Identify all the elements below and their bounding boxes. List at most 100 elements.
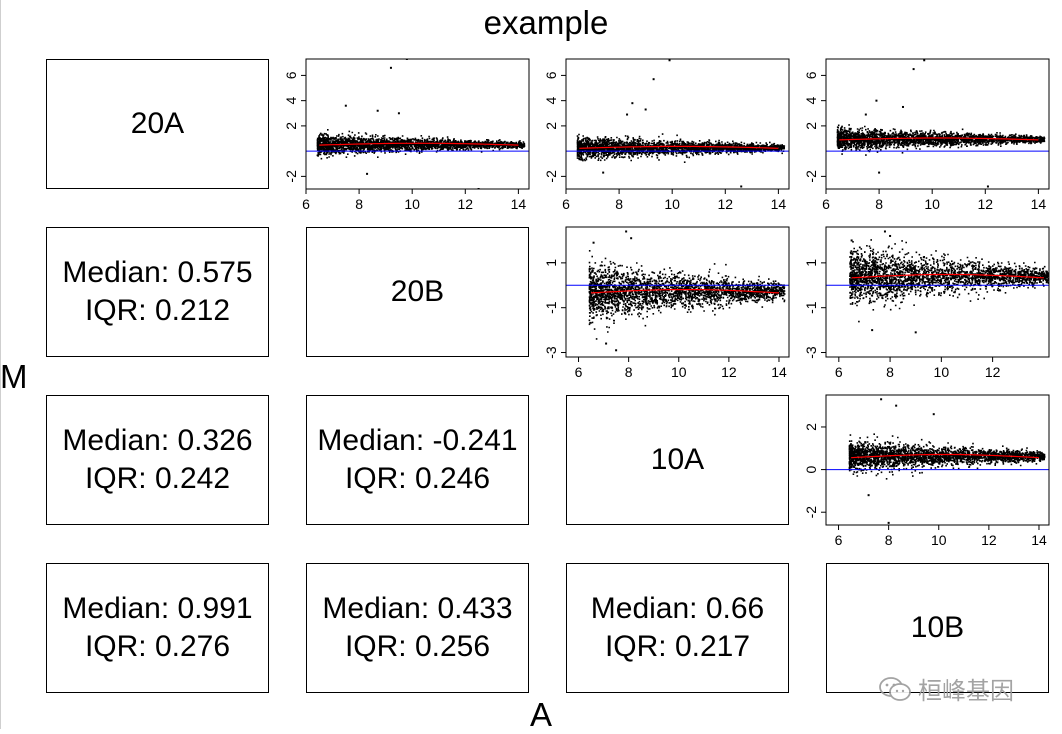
iqr-value: 0.217 (674, 630, 751, 663)
scatter-points (576, 59, 786, 188)
x-tick-label: 12 (985, 364, 1001, 380)
loess-line (591, 289, 780, 294)
x-tick-label: 8 (886, 364, 894, 380)
y-tick-label: 1 (543, 259, 559, 267)
stat-panel-r3c2: Median: 0.66 IQR: 0.217 (566, 563, 789, 693)
median-label: Median: (62, 592, 178, 625)
median-value: 0.575 (177, 256, 253, 289)
y-tick-label: -2 (803, 506, 819, 519)
median-value: -0.241 (432, 424, 518, 457)
stat-panel-r1c0: Median: 0.575 IQR: 0.212 (46, 227, 269, 357)
x-tick-label: 8 (355, 196, 363, 212)
sample-name-1: 20A (130, 107, 185, 140)
median-value: 0.991 (177, 592, 253, 625)
outlier-point (864, 113, 867, 116)
plot-frame (825, 226, 1050, 358)
iqr-text: IQR: 0.212 (85, 292, 230, 330)
y-tick-label: -3 (543, 346, 559, 359)
median-value: 0.326 (177, 424, 253, 457)
x-tick-label: 6 (835, 532, 843, 548)
x-tick-label: 10 (934, 364, 950, 380)
iqr-label: IQR: (84, 630, 155, 663)
x-tick-label: 10 (671, 364, 687, 380)
x-tick-label: 6 (835, 364, 843, 380)
point-cloud (316, 129, 526, 160)
outlier-point (644, 108, 647, 111)
diag-panel-1: 20A (46, 59, 269, 189)
outlier-point (626, 113, 629, 116)
outlier-point (880, 398, 883, 401)
y-axis-label: M (0, 358, 28, 395)
outlier-point (850, 239, 853, 242)
median-label: Median: (317, 424, 433, 457)
y-tick-label: -2 (543, 170, 559, 183)
stat-panel-r3c0: Median: 0.991 IQR: 0.276 (46, 563, 269, 693)
median-text: Median: 0.575 (62, 254, 252, 292)
sample-name-2: 20B (390, 275, 445, 308)
outlier-point (668, 59, 671, 62)
stat-panel-r2c1: Median: -0.241 IQR: 0.246 (306, 395, 529, 525)
loess-line (851, 453, 1040, 459)
iqr-text: IQR: 0.256 (345, 628, 490, 666)
scatter-points (836, 59, 1046, 188)
x-tick-label: 14 (771, 196, 787, 212)
median-text: Median: 0.326 (62, 422, 252, 460)
x-tick-label: 14 (1031, 196, 1047, 212)
y-tick-label: 2 (543, 122, 559, 130)
diag-panel-3: 10A (566, 395, 789, 525)
outlier-point (914, 331, 917, 334)
ma-plot-r2c3: 6 8 10 12 14 -2 0 2 (803, 394, 1050, 548)
plot-frame (825, 394, 1050, 526)
loess-line (839, 137, 1039, 141)
x-tick-label: 14 (1031, 532, 1047, 548)
x-tick-label: 12 (457, 196, 473, 212)
y-tick-label: 4 (283, 97, 299, 105)
outlier-point (901, 105, 904, 108)
scatter-points (588, 230, 786, 352)
iqr-label: IQR: (604, 630, 675, 663)
outlier-point (986, 185, 989, 188)
y-tick-label: -1 (803, 301, 819, 314)
diag-panel-2: 20B (306, 227, 529, 357)
iqr-text: IQR: 0.242 (85, 460, 230, 498)
wechat-icon (879, 676, 911, 701)
iqr-text: IQR: 0.276 (85, 628, 230, 666)
ma-plot-r1c3: 6 8 10 12 -3 -1 1 (803, 226, 1050, 380)
outlier-point (932, 413, 935, 416)
outlier-point (878, 171, 881, 174)
outlier-point (366, 172, 369, 175)
y-tick-label: 6 (283, 71, 299, 79)
x-tick-label: 8 (875, 196, 883, 212)
iqr-text: IQR: 0.217 (605, 628, 750, 666)
watermark: 桓峰基因 (878, 671, 1014, 706)
plot-frame (565, 226, 790, 358)
chart-title: example (483, 4, 609, 41)
x-tick-label: 6 (822, 196, 830, 212)
x-tick-label: 10 (924, 196, 940, 212)
x-tick-label: 14 (771, 364, 787, 380)
x-tick-label: 12 (977, 196, 993, 212)
scatter-points (848, 398, 1046, 524)
y-tick-label: 6 (543, 71, 559, 79)
outlier-point (912, 68, 915, 71)
x-tick-label: 12 (721, 364, 737, 380)
sample-name-3: 10A (650, 443, 705, 476)
y-tick-label: -1 (543, 301, 559, 314)
outlier-point (605, 342, 608, 345)
outlier-point (652, 78, 655, 81)
y-tick-label: 4 (803, 97, 819, 105)
diag-panel-4: 10B (826, 563, 1049, 693)
x-tick-label: 14 (511, 196, 527, 212)
y-tick-label: 6 (803, 71, 819, 79)
outlier-point (887, 521, 890, 524)
x-tick-label: 10 (404, 196, 420, 212)
sample-name-4: 10B (910, 611, 965, 644)
iqr-value: 0.246 (414, 462, 491, 495)
scatter-points (849, 230, 1049, 334)
iqr-value: 0.256 (414, 630, 491, 663)
median-value: 0.433 (437, 592, 513, 625)
plot-frame (825, 58, 1050, 190)
outlier-point (875, 99, 878, 102)
y-tick-label: 2 (803, 122, 819, 130)
x-tick-label: 12 (717, 196, 733, 212)
